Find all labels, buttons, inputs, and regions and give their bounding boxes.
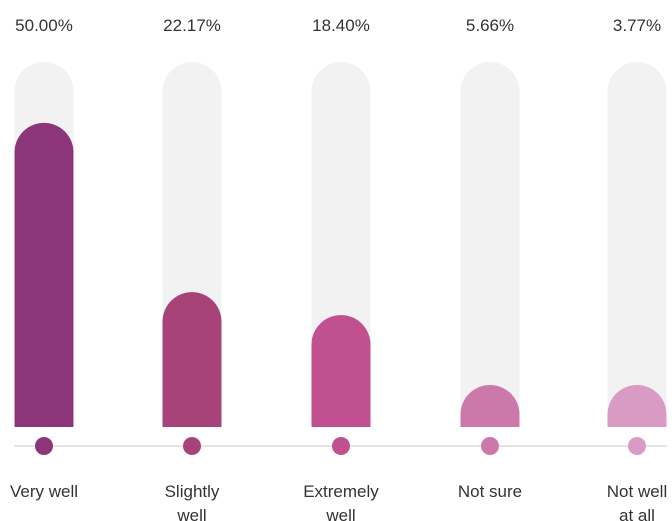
axis-dot: [481, 437, 499, 455]
category-label: Very well: [10, 482, 78, 501]
category-label: Slightly: [165, 482, 220, 501]
axis-dot: [183, 437, 201, 455]
category-label: at all: [619, 506, 655, 521]
bar-track: [460, 61, 520, 427]
bar: [162, 292, 222, 427]
data-label: 5.66%: [466, 16, 514, 35]
axis-dot: [35, 437, 53, 455]
bar: [14, 122, 74, 428]
data-label: 50.00%: [15, 16, 73, 35]
bar: [311, 315, 371, 427]
data-label: 18.40%: [312, 16, 370, 35]
category-label: Extremely: [303, 482, 379, 501]
data-label: 3.77%: [613, 16, 661, 35]
category-label: Not sure: [458, 482, 522, 501]
bar-track: [607, 61, 667, 427]
axis-dot: [628, 437, 646, 455]
bar: [607, 385, 667, 427]
category-label: Not well: [607, 482, 667, 501]
axis-dot: [332, 437, 350, 455]
category-label: well: [176, 506, 206, 521]
bar: [460, 385, 520, 427]
category-label: well: [325, 506, 355, 521]
data-label: 22.17%: [163, 16, 221, 35]
